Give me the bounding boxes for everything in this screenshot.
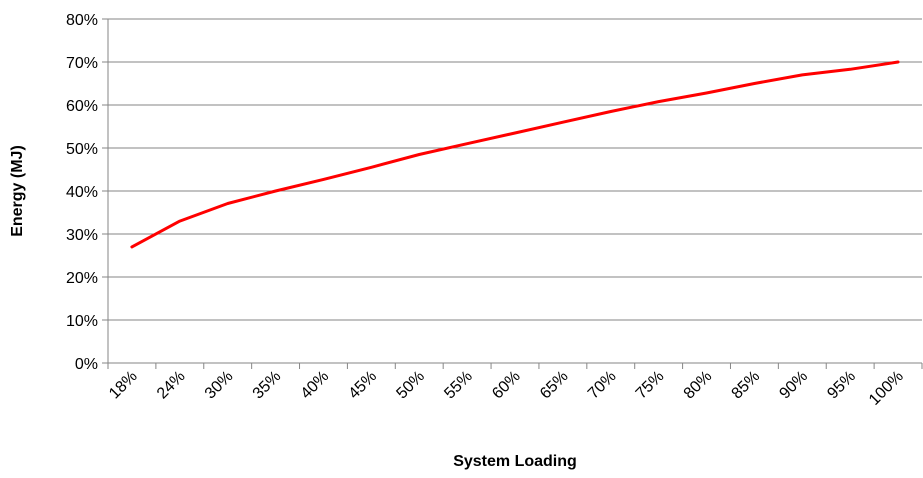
y-tick-label: 10% bbox=[66, 313, 98, 330]
y-tick-label: 50% bbox=[66, 141, 98, 158]
y-tick-label: 60% bbox=[66, 98, 98, 115]
x-tick-label: 45% bbox=[346, 368, 381, 403]
x-tick-label: 70% bbox=[585, 368, 620, 403]
y-tick-label: 0% bbox=[75, 356, 98, 373]
y-axis-title: Energy (MJ) bbox=[9, 145, 26, 237]
x-tick-labels: 18% 24% 30% 35% 40% 45% 50% 55% 60% 65% 70% 75% 80% 8… bbox=[106, 368, 907, 409]
x-tick-label: 80% bbox=[681, 368, 716, 403]
x-tick-label: 65% bbox=[537, 368, 572, 403]
y-tick-label: 70% bbox=[66, 55, 98, 72]
x-tick-label: 50% bbox=[393, 368, 428, 403]
x-tick-label: 24% bbox=[154, 368, 189, 403]
x-tick-label: 100% bbox=[866, 368, 907, 409]
y-tick-labels: 0% 10% 20% 30% 40% 50% 60% 70% 80% bbox=[66, 12, 98, 373]
x-axis-title: System Loading bbox=[453, 453, 577, 470]
x-tick-label: 60% bbox=[489, 368, 524, 403]
x-tick-label: 90% bbox=[776, 368, 811, 403]
y-tick-label: 20% bbox=[66, 270, 98, 287]
series bbox=[130, 60, 900, 249]
x-tick-label: 35% bbox=[250, 368, 285, 403]
x-tick-label: 18% bbox=[106, 368, 141, 403]
y-tick-label: 30% bbox=[66, 227, 98, 244]
x-tick-label: 95% bbox=[824, 368, 859, 403]
series-line bbox=[130, 60, 900, 249]
gridlines bbox=[102, 18, 923, 369]
y-tick-label: 80% bbox=[66, 12, 98, 29]
x-tick-label: 75% bbox=[633, 368, 668, 403]
axes bbox=[107, 19, 922, 364]
x-tick-label: 85% bbox=[729, 368, 764, 403]
x-tick-label: 30% bbox=[202, 368, 237, 403]
y-tick-label: 40% bbox=[66, 184, 98, 201]
x-tick-label: 55% bbox=[441, 368, 476, 403]
x-tick-label: 40% bbox=[298, 368, 333, 403]
